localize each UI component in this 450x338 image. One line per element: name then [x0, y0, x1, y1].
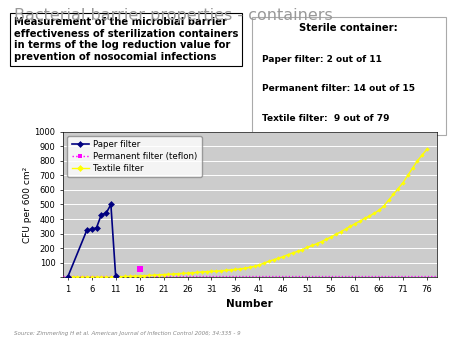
- Y-axis label: CFU per 600 cm²: CFU per 600 cm²: [22, 166, 32, 243]
- Text: Permanent filter: 14 out of 15: Permanent filter: 14 out of 15: [262, 84, 415, 93]
- Text: Sterile container:: Sterile container:: [299, 23, 398, 33]
- Text: Source: Zimmerling H et al. American Journal of Infection Control 2006; 34:335 -: Source: Zimmerling H et al. American Jou…: [14, 331, 240, 336]
- Legend: Paper filter, Permanent filter (teflon), Textile filter: Paper filter, Permanent filter (teflon),…: [68, 136, 202, 177]
- Text: Measurement of the microbial barrier
effectiveness of sterilization containers
i: Measurement of the microbial barrier eff…: [14, 17, 238, 62]
- Text: Textile filter:  9 out of 79: Textile filter: 9 out of 79: [262, 114, 389, 123]
- Text: Bacterial barrier properties - containers: Bacterial barrier properties - container…: [14, 8, 332, 23]
- X-axis label: Number: Number: [226, 299, 273, 309]
- FancyBboxPatch shape: [252, 17, 446, 135]
- Text: Paper filter: 2 out of 11: Paper filter: 2 out of 11: [262, 55, 382, 64]
